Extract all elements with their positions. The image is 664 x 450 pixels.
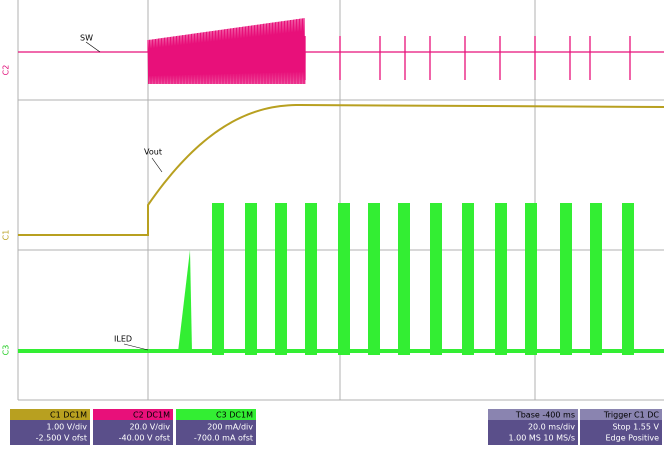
box-line: 20.0 ms/div [528, 423, 575, 432]
channel-marker: C2 [2, 65, 11, 76]
box-header-text: C3 DC1M [216, 411, 253, 420]
box-header [10, 409, 90, 420]
box-header-text: Trigger C1 DC [603, 411, 660, 420]
box-header-text: C1 DC1M [50, 411, 87, 420]
box-line: 1.00 MS 10 MS/s [509, 434, 575, 443]
box-body [10, 420, 90, 445]
box-body [93, 420, 173, 445]
trace-label: SW [80, 34, 93, 43]
trace-labels: SW Vout ILED C2 C1 C3 [2, 34, 163, 356]
box-header-text: Tbase -400 ms [515, 411, 575, 420]
vout-trace [18, 103, 664, 236]
iled-ramp [178, 250, 192, 352]
iled-pulse [398, 203, 410, 355]
iled-pulse [622, 203, 634, 355]
sw-trace [18, 18, 664, 85]
box-header [176, 409, 256, 420]
box-body [488, 420, 578, 445]
iled-pulse [590, 203, 602, 355]
box-header [488, 409, 578, 420]
iled-pulse [495, 203, 507, 355]
box-line: -2.500 V ofst [36, 434, 87, 443]
box-line: 200 mA/div [207, 423, 253, 432]
box-header [580, 409, 662, 420]
trace-label: ILED [114, 335, 132, 344]
trace-label: Vout [144, 148, 162, 157]
box-line: 20.0 V/div [129, 423, 170, 432]
box-header-text: C2 DC1M [133, 411, 170, 420]
traces [18, 18, 664, 355]
iled-pulse [245, 203, 257, 355]
box-line: -40.00 V ofst [119, 434, 170, 443]
iled-pulse [305, 203, 317, 355]
channel-marker: C3 [2, 345, 11, 356]
iled-pulse [212, 203, 224, 355]
iled-pulse [338, 203, 350, 355]
iled-pulse [430, 203, 442, 355]
box-line: Stop 1.55 V [612, 423, 659, 432]
box-line: 1.00 V/div [46, 423, 87, 432]
iled-pulse [368, 203, 380, 355]
info-boxes: C1 DC1M 1.00 V/div -2.500 V ofst C2 DC1M 20.… [10, 409, 662, 445]
box-header [93, 409, 173, 420]
channel-marker: C1 [2, 230, 11, 241]
iled-pulse [560, 203, 572, 355]
iled-pulse [275, 203, 287, 355]
box-line: -700.0 mA ofst [194, 434, 253, 443]
iled-pulse [462, 203, 474, 355]
box-line: Edge Positive [605, 434, 659, 443]
box-body [580, 420, 662, 445]
iled-pulse [525, 203, 537, 355]
box-body [176, 420, 256, 445]
